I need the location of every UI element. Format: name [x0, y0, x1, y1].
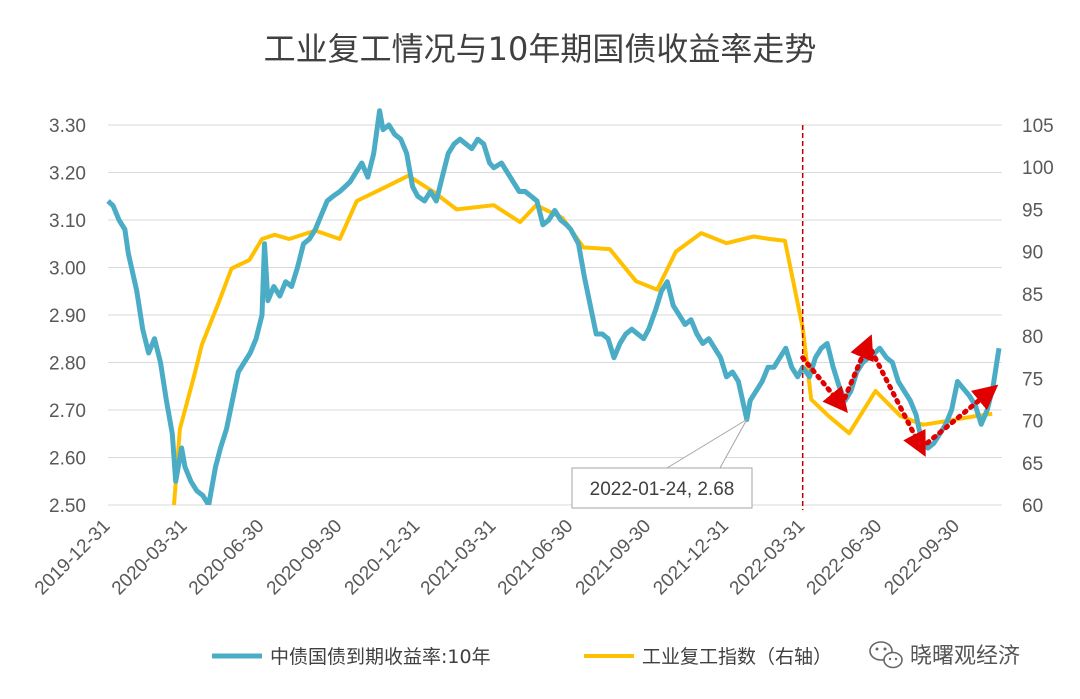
- y-left-tick-label: 2.50: [49, 496, 86, 517]
- y-right-tick-label: 100: [1022, 158, 1054, 179]
- y-left-tick-label: 3.10: [49, 211, 86, 232]
- y-right-tick-label: 95: [1022, 200, 1043, 221]
- callout-pointer: [665, 418, 749, 469]
- x-axis: 2019-12-312020-03-312020-06-302020-09-30…: [31, 516, 964, 600]
- y-axis-right: 60 65 70 75 80 85 90 95 100 105: [1022, 116, 1054, 517]
- legend-label-yield: 中债国债到期收益率:10年: [270, 646, 491, 668]
- series-line-industrial-index: [172, 173, 993, 505]
- y-left-tick-label: 2.60: [49, 449, 86, 470]
- callout-label: 2022-01-24, 2.68: [590, 479, 735, 500]
- trend-arrow: [839, 334, 874, 408]
- y-right-tick-label: 105: [1022, 116, 1054, 137]
- x-tick-label: 2022-06-30: [803, 516, 887, 600]
- y-axis-left: 2.50 2.60 2.70 2.80 2.90 3.00 3.10 3.20 3.30: [49, 116, 86, 517]
- x-tick-label: 2021-03-31: [417, 516, 501, 600]
- x-tick-label: 2021-06-30: [494, 516, 578, 600]
- y-left-tick-label: 2.80: [49, 354, 86, 375]
- gridlines: [108, 124, 1002, 506]
- x-tick-label: 2020-06-30: [185, 516, 269, 600]
- trend-arrow: [800, 355, 848, 413]
- y-right-tick-label: 60: [1022, 496, 1043, 517]
- chart-title: 工业复工情况与10年期国债收益率走势: [264, 30, 817, 68]
- y-right-tick-label: 65: [1022, 454, 1043, 475]
- watermark-text: 晓曙观经济: [910, 644, 1020, 669]
- y-right-tick-label: 70: [1022, 412, 1043, 433]
- y-right-tick-label: 80: [1022, 327, 1043, 348]
- y-left-tick-label: 2.70: [49, 401, 86, 422]
- trend-arrow: [918, 384, 999, 451]
- series-lines: [106, 108, 1002, 505]
- x-tick-label: 2021-12-31: [649, 516, 733, 600]
- callout-box: [571, 467, 753, 509]
- trend-arrow: [865, 341, 926, 457]
- legend-label-index: 工业复工指数（右轴）: [642, 646, 832, 668]
- x-tick-label: 2021-09-30: [572, 516, 656, 600]
- x-tick-label: 2022-09-30: [880, 516, 964, 600]
- y-left-tick-label: 3.00: [49, 259, 86, 280]
- legend: 中债国债到期收益率:10年 工业复工指数（右轴）: [212, 646, 832, 668]
- x-tick-label: 2020-09-30: [263, 516, 347, 600]
- annotations: 2022-01-24, 2.68: [571, 125, 999, 510]
- y-right-tick-label: 85: [1022, 285, 1043, 306]
- y-right-tick-label: 90: [1022, 243, 1043, 264]
- x-tick-label: 2020-12-31: [341, 516, 425, 600]
- series-line-bond-yield: [106, 108, 1002, 505]
- wechat-icon: [869, 641, 903, 669]
- y-left-tick-label: 2.90: [49, 306, 86, 327]
- y-right-tick-label: 75: [1022, 369, 1043, 390]
- x-tick-label: 2022-03-31: [726, 516, 810, 600]
- y-left-tick-label: 3.20: [49, 164, 86, 185]
- x-tick-label: 2020-03-31: [108, 516, 192, 600]
- x-tick-label: 2019-12-31: [31, 516, 115, 600]
- watermark: 晓曙观经济: [869, 641, 1020, 669]
- y-left-tick-label: 3.30: [49, 116, 86, 137]
